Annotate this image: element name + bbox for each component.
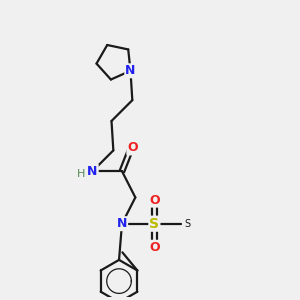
Text: H: H: [77, 169, 86, 179]
Text: O: O: [150, 194, 160, 207]
Text: O: O: [128, 141, 138, 154]
Text: S: S: [184, 219, 190, 229]
Text: N: N: [125, 64, 136, 77]
Text: N: N: [117, 217, 127, 230]
Text: O: O: [150, 241, 160, 254]
Text: N: N: [87, 165, 98, 178]
Text: S: S: [149, 217, 159, 231]
